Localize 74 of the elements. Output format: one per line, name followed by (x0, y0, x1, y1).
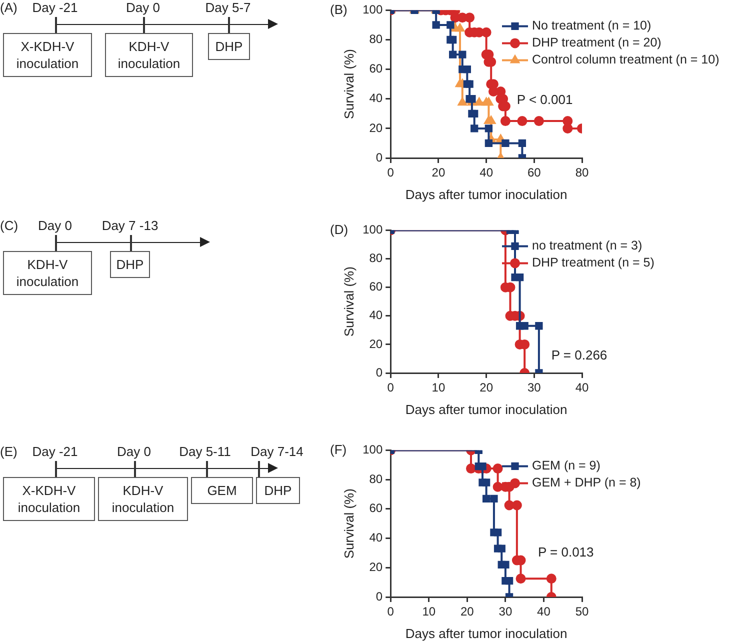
y-tick-label: 40 (369, 530, 383, 545)
y-tick-label: 80 (369, 472, 383, 486)
text: KDH-V inoculation (105, 33, 193, 77)
text: KDH-V inoculation (3, 251, 92, 295)
x-tick-label: 10 (432, 380, 446, 395)
y-tick-label: 40 (369, 91, 383, 106)
y-tick-label: 0 (376, 365, 383, 380)
text: KDH-V inoculation (98, 477, 188, 521)
text: GEM (191, 477, 253, 504)
y-tick-label: 20 (369, 560, 383, 574)
x-tick-label: 80 (575, 166, 589, 180)
legend-label: no treatment (n = 3) (532, 238, 642, 253)
annotation: P < 0.001 (516, 92, 573, 107)
annotation: P = 0.266 (551, 347, 608, 362)
y-tick-label: 60 (369, 62, 383, 76)
y-axis-title: Survival (%) (341, 266, 356, 337)
x-tick-label: 0 (387, 380, 394, 395)
legend-label: Control column treatment (n = 10) (532, 52, 720, 67)
y-tick-label: 80 (369, 32, 383, 46)
chart-title: (B) (330, 2, 348, 17)
y-tick-label: 100 (362, 222, 383, 237)
text: (A) (0, 0, 18, 15)
text: Day 0 (126, 0, 160, 15)
y-tick-label: 40 (369, 308, 383, 322)
x-tick-label: 30 (527, 380, 542, 395)
x-tick-label: 20 (480, 380, 494, 395)
x-tick-label: 0 (387, 604, 394, 619)
y-axis-title: Survival (%) (341, 49, 356, 120)
x-tick-label: 30 (498, 604, 512, 619)
text: Day 5-7 (205, 0, 251, 15)
y-axis-title: Survival (%) (341, 488, 356, 559)
legend-label: DHP treatment (n = 20) (532, 36, 662, 50)
text: Day 7-14 (250, 444, 304, 459)
legend-label: DHP treatment (n = 5) (532, 256, 654, 270)
x-tick-label: 20 (460, 604, 474, 619)
text: X-KDH-V inoculation (3, 477, 95, 521)
text: DHP (110, 251, 150, 278)
x-tick-label: 10 (422, 604, 436, 619)
y-tick-label: 60 (369, 501, 383, 516)
text: Day 5-11 (179, 444, 231, 459)
chart-title: (F) (330, 442, 347, 457)
text: Day -21 (32, 444, 78, 459)
legend-label: GEM (n = 9) (532, 458, 600, 473)
y-tick-label: 60 (369, 280, 383, 294)
y-tick-label: 20 (369, 120, 383, 135)
y-tick-label: 20 (369, 336, 383, 351)
text: DHP (256, 477, 300, 504)
y-tick-label: 100 (362, 442, 383, 457)
x-tick-label: 40 (537, 604, 551, 619)
annotation: P = 0.013 (538, 544, 594, 560)
x-tick-label: 40 (480, 166, 494, 180)
y-tick-label: 80 (369, 251, 383, 266)
x-tick-label: 0 (387, 166, 394, 180)
text: (E) (0, 444, 18, 459)
text: Day 0 (38, 218, 72, 233)
x-axis-title: Days after tumor inoculation (405, 626, 568, 641)
text: (C) (0, 218, 18, 233)
text: X-KDH-V inoculation (3, 33, 92, 77)
y-tick-label: 0 (376, 589, 383, 604)
x-tick-label: 40 (575, 380, 589, 395)
x-tick-label: 50 (575, 604, 589, 619)
x-tick-label: 20 (432, 166, 446, 180)
legend-label: No treatment (n = 10) (532, 18, 652, 33)
text: Day 0 (117, 444, 151, 459)
y-tick-label: 100 (362, 2, 383, 17)
text: Day 7 -13 (102, 218, 158, 233)
text: DHP (208, 33, 250, 60)
legend-label: GEM + DHP (n = 8) (532, 476, 641, 490)
y-tick-label: 0 (376, 150, 383, 164)
x-tick-label: 60 (527, 166, 542, 180)
x-axis-title: Days after tumor inoculation (405, 186, 568, 202)
text: Day -21 (32, 0, 78, 15)
x-axis-title: Days after tumor inoculation (405, 402, 568, 417)
chart-title: (D) (330, 222, 348, 237)
